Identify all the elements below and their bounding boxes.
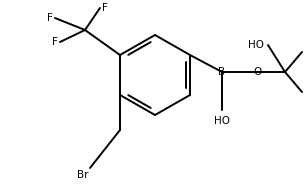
Text: Br: Br [76,170,88,180]
Text: HO: HO [248,40,264,50]
Text: F: F [102,3,108,13]
Text: HO: HO [214,116,230,126]
Text: F: F [52,37,58,47]
Text: F: F [47,13,53,23]
Text: B: B [219,67,226,77]
Text: O: O [254,67,262,77]
